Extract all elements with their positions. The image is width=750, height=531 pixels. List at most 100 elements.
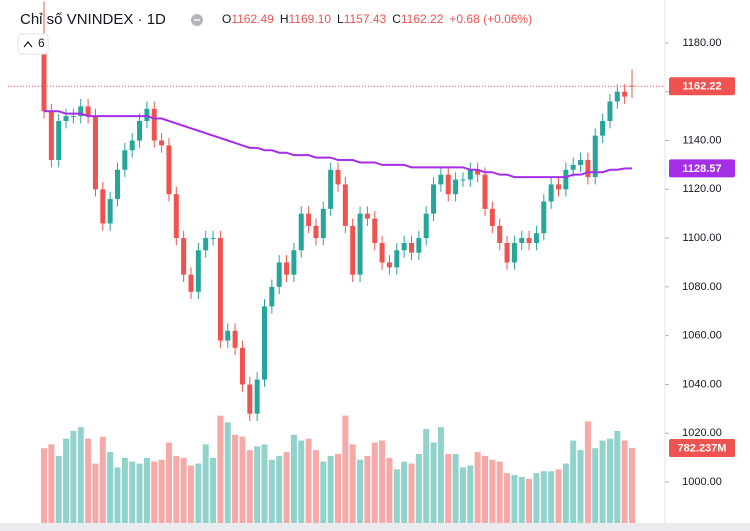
candle-body <box>225 330 231 341</box>
candle-body <box>541 201 547 234</box>
candle-body <box>48 111 54 161</box>
volume-bar <box>482 455 488 523</box>
header: Chỉ số VNINDEX · 1D O1162.49 H1169.10 L115… <box>17 11 532 55</box>
volume-bar <box>70 430 77 523</box>
volume-bar <box>349 444 356 523</box>
volume-bar <box>437 427 444 523</box>
volume-bar <box>151 461 158 523</box>
volume-bar <box>85 438 92 523</box>
y-tick-label: 1000.00 <box>682 476 722 488</box>
volume-bar <box>224 422 231 523</box>
volume-bar <box>239 436 246 523</box>
volume-bar <box>261 444 268 523</box>
candle-body <box>364 213 370 219</box>
volume-bar <box>445 453 452 523</box>
y-tick-label: 1180.00 <box>683 37 722 49</box>
candle-body <box>614 91 620 102</box>
chevron <box>23 41 33 48</box>
candle-body <box>386 262 392 268</box>
candle-body <box>607 101 613 121</box>
volume-bar <box>48 444 55 523</box>
volume-bar <box>408 463 415 523</box>
volume-bar <box>393 469 400 523</box>
legend-key: H <box>280 12 289 26</box>
candle-body <box>511 242 517 263</box>
volume-bar <box>584 421 591 523</box>
volume-bar <box>188 465 194 523</box>
volume-bar <box>129 461 136 523</box>
price-pane <box>8 1 665 422</box>
volume-bar <box>570 440 577 523</box>
indicator-count: 6 <box>38 36 45 50</box>
candle-body <box>592 135 598 178</box>
candle-body <box>563 169 569 190</box>
candle-body <box>181 238 187 275</box>
volume-bar <box>246 450 253 523</box>
candle-body <box>63 116 69 121</box>
candle-body <box>394 250 400 268</box>
legend-key: L <box>337 12 344 26</box>
candle-body <box>107 199 113 224</box>
volume-pane <box>41 415 635 523</box>
volume-bar <box>180 457 187 523</box>
moving-average <box>44 110 633 179</box>
volume-bar <box>77 427 84 523</box>
volume-bar <box>379 440 386 523</box>
candle-body <box>401 242 407 251</box>
last-price-tag-bg <box>669 77 735 96</box>
candle-body <box>151 108 157 141</box>
candle-body <box>489 208 495 226</box>
y-tick-label: 1020.00 <box>682 427 722 439</box>
volume-bar <box>114 467 121 523</box>
legend-key: C <box>392 12 401 26</box>
volume-bar <box>276 455 283 523</box>
volume-bar <box>99 436 106 523</box>
candle-body <box>232 330 238 348</box>
volume-bar <box>195 463 202 523</box>
volume-bar <box>614 430 621 523</box>
candle-body <box>284 262 290 275</box>
volume-bar <box>430 442 437 523</box>
candle-body <box>78 106 84 117</box>
volume-bar <box>320 461 327 523</box>
candle-body <box>320 208 326 239</box>
ma-tag-bg <box>669 159 735 178</box>
candle-body <box>416 238 422 253</box>
candle-body <box>129 140 135 151</box>
indicator-toggle[interactable] <box>17 33 49 55</box>
candle-body <box>335 169 341 185</box>
volume-bar <box>254 446 261 523</box>
volume-bar <box>158 459 165 523</box>
volume-bar <box>452 453 459 523</box>
candle-body <box>100 189 106 224</box>
candle-body <box>460 179 466 181</box>
volume-bar <box>290 434 297 523</box>
volume-bar <box>577 450 584 523</box>
chart-title: Chỉ số VNINDEX · 1D <box>20 11 166 28</box>
volume-tag: 782.237M <box>678 442 727 454</box>
candle-body <box>357 213 363 275</box>
volume-bar <box>143 457 150 523</box>
legend-value: 1162.49 <box>231 12 274 26</box>
volume-bar <box>540 471 547 523</box>
volume-bar <box>55 455 62 523</box>
volume-bar <box>327 455 334 523</box>
volume-bar <box>312 450 319 523</box>
candle-body <box>482 174 488 209</box>
candle-body <box>453 179 459 195</box>
y-tick-label: 1040.00 <box>682 378 722 390</box>
candle-body <box>504 242 510 263</box>
candle-body <box>85 106 91 117</box>
y-tick-label: 1060.00 <box>682 330 722 342</box>
volume-bar <box>386 457 393 523</box>
candle-body <box>56 120 62 161</box>
volume-bar <box>401 461 408 523</box>
volume-bar <box>268 459 275 523</box>
candle-body <box>144 108 150 121</box>
volume-bar <box>511 475 518 523</box>
candle-body <box>247 384 253 414</box>
volume-bar <box>621 440 628 523</box>
candle-body <box>438 174 444 185</box>
legend-change: +0.68 (+0.06%) <box>449 12 532 26</box>
candle-body <box>328 169 334 209</box>
